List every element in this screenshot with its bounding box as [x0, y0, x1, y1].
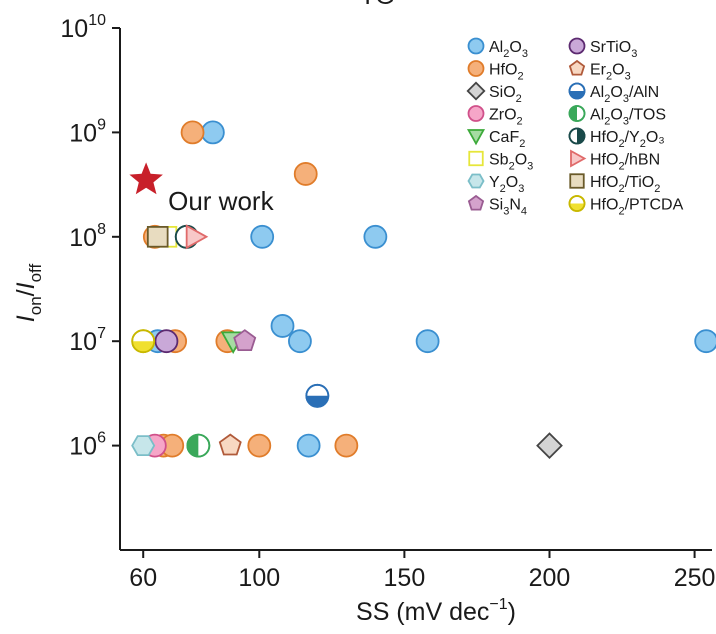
legend-label: HfO2/hBN	[590, 152, 660, 173]
legend-item: HfO2	[467, 60, 524, 83]
data-point	[154, 329, 179, 354]
y-tick-label: 1010	[60, 12, 106, 43]
legend-label: HfO2	[489, 62, 524, 83]
chart-title-fragment: TG	[360, 0, 395, 10]
legend-label: SiO2	[489, 84, 522, 105]
data-point	[288, 329, 312, 354]
x-tick-label: 150	[384, 564, 426, 592]
data-point	[536, 432, 563, 459]
data-point	[305, 383, 330, 408]
x-tick-label: 250	[674, 564, 716, 592]
legend-item: HfO2/PTCDA	[568, 195, 684, 218]
data-point	[200, 120, 225, 145]
legend-label: Al2O3/TOS	[590, 107, 666, 128]
data-point	[131, 329, 156, 354]
data-point	[293, 162, 318, 186]
data-point	[146, 225, 169, 248]
legend-label: Er2O3	[590, 62, 631, 83]
x-tick-label: 200	[529, 564, 571, 592]
y-tick-label: 107	[69, 325, 106, 356]
legend-item: Al2O3/TOS	[568, 105, 666, 128]
data-point	[270, 314, 295, 338]
x-tick-label: 100	[238, 564, 280, 592]
legend-label: HfO2/TiO2	[590, 174, 660, 195]
axes: 60 100 150 200 250 106 107 108 109 1010	[60, 12, 715, 592]
legend-item: Er2O3	[568, 59, 631, 83]
legend-item: HfO2/hBN	[570, 149, 660, 173]
legend-label: Al2O3/AlN	[590, 84, 659, 105]
data-point	[180, 120, 205, 145]
legend-item: Si3N4	[467, 194, 527, 218]
legend-item: Al2O3	[467, 37, 528, 60]
y-axis-title: Ion/Ioff	[12, 264, 45, 323]
legend-label: HfO2/PTCDA	[590, 197, 684, 218]
legend-label: Si3N4	[489, 197, 527, 218]
legend-label: Y2O3	[489, 174, 524, 195]
our-work-star	[129, 162, 163, 195]
legend-item: CaF2	[466, 129, 525, 150]
data-point	[186, 433, 211, 458]
data-point	[218, 433, 242, 456]
legend-label: SrTiO3	[590, 39, 637, 60]
data-point	[363, 224, 388, 249]
legend-item: ZrO2	[467, 105, 523, 128]
legend-label: CaF2	[489, 129, 525, 150]
data-point	[247, 433, 272, 458]
axis-labels: SS (mV dec−1) Ion/Ioff	[12, 264, 516, 626]
data-point	[233, 329, 257, 351]
plot-area: Our work	[129, 120, 716, 459]
legend-item: HfO2/TiO2	[569, 173, 660, 195]
data-point	[185, 224, 209, 250]
y-tick-label: 109	[69, 116, 106, 147]
legend-item: SiO2	[466, 81, 522, 105]
legend-label: HfO2/Y2O₃	[590, 129, 665, 150]
legend-item: Sb2O3	[468, 150, 533, 173]
legend-label: Sb2O3	[489, 152, 533, 173]
data-point	[296, 433, 321, 458]
y-tick-label: 106	[69, 430, 106, 461]
y-tick-label: 108	[69, 221, 106, 252]
legend-label: Al2O3	[489, 39, 528, 60]
data-point	[250, 224, 275, 249]
legend-item: Al2O3/AlN	[568, 82, 659, 105]
data-point	[694, 329, 716, 354]
data-point	[334, 433, 359, 458]
x-axis-title: SS (mV dec−1)	[356, 596, 516, 626]
data-point	[415, 329, 440, 354]
legend-label: ZrO2	[489, 107, 523, 128]
legend-item: HfO2/Y2O₃	[568, 127, 665, 150]
data-point	[131, 435, 156, 456]
x-tick-label: 60	[129, 564, 157, 592]
our-work-annotation: Our work	[168, 186, 274, 216]
legend-item: Y2O3	[467, 173, 524, 195]
legend-item: SrTiO3	[568, 37, 637, 60]
